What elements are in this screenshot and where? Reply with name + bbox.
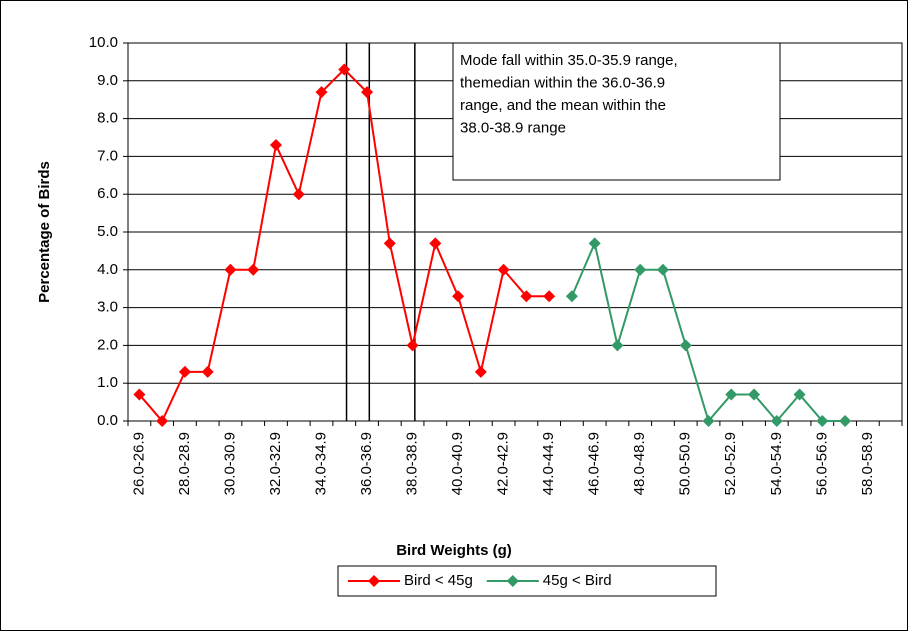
annotation-box: [452, 42, 781, 181]
x-tick-label: 46.0-46.9: [586, 432, 603, 495]
marker: [292, 188, 305, 201]
marker: [520, 290, 533, 303]
marker: [656, 263, 669, 276]
marker: [269, 139, 282, 152]
legend-label: Bird < 45g: [404, 572, 473, 589]
y-tick-label: 0.0: [97, 412, 118, 429]
x-tick-label: 38.0-38.9: [404, 432, 421, 495]
marker: [224, 263, 237, 276]
x-axis-title: Bird Weights (g): [396, 542, 512, 559]
marker: [543, 290, 556, 303]
marker: [816, 415, 829, 427]
marker: [361, 86, 374, 99]
x-tick-label: 52.0-52.9: [722, 432, 739, 495]
marker: [315, 86, 328, 99]
x-tick-label: 40.0-40.9: [449, 432, 466, 495]
y-tick-label: 4.0: [97, 261, 118, 278]
x-tick-label: 42.0-42.9: [495, 432, 512, 495]
marker: [725, 388, 738, 401]
marker: [474, 365, 487, 378]
marker: [429, 237, 442, 250]
annotation-text: themedian within the 36.0-36.9: [460, 74, 665, 91]
marker: [748, 388, 761, 401]
x-tick-label: 28.0-28.9: [176, 432, 193, 495]
marker: [201, 365, 214, 378]
x-tick-label: 32.0-32.9: [267, 432, 284, 495]
y-tick-label: 5.0: [97, 223, 118, 240]
marker: [565, 290, 578, 303]
x-tick-label: 50.0-50.9: [677, 432, 694, 495]
x-tick-label: 34.0-34.9: [312, 432, 329, 495]
marker: [634, 263, 647, 276]
y-tick-label: 3.0: [97, 299, 118, 316]
y-tick-label: 10.0: [89, 34, 118, 51]
marker: [588, 237, 601, 250]
y-tick-label: 6.0: [97, 185, 118, 202]
x-tick-label: 48.0-48.9: [631, 432, 648, 495]
y-tick-label: 8.0: [97, 110, 118, 127]
marker: [338, 63, 351, 76]
x-tick-label: 54.0-54.9: [768, 432, 785, 495]
marker: [178, 365, 191, 378]
marker: [770, 415, 783, 427]
annotation-text: range, and the mean within the: [460, 97, 666, 114]
x-tick-label: 26.0-26.9: [130, 432, 147, 495]
y-tick-label: 9.0: [97, 72, 118, 89]
x-tick-label: 44.0-44.9: [540, 432, 557, 495]
annotation-text: Mode fall within 35.0-35.9 range,: [460, 52, 678, 69]
x-tick-label: 36.0-36.9: [358, 432, 375, 495]
legend-label: 45g < Bird: [543, 572, 612, 589]
marker: [406, 339, 419, 352]
marker: [247, 263, 260, 276]
marker: [611, 339, 624, 352]
marker: [452, 290, 465, 303]
marker: [497, 263, 510, 276]
y-tick-label: 7.0: [97, 147, 118, 164]
x-tick-label: 56.0-56.9: [813, 432, 830, 495]
legend-marker: [506, 575, 519, 587]
marker: [156, 415, 169, 427]
marker: [702, 415, 715, 427]
y-axis-title: Percentage of Birds: [36, 161, 53, 303]
x-tick-label: 30.0-30.9: [221, 432, 238, 495]
marker: [839, 415, 852, 427]
x-tick-label: 58.0-58.9: [859, 432, 876, 495]
marker: [793, 388, 806, 401]
y-tick-label: 1.0: [97, 374, 118, 391]
marker: [679, 339, 692, 352]
legend-marker: [368, 575, 380, 587]
marker: [133, 388, 146, 401]
y-tick-label: 2.0: [97, 336, 118, 353]
annotation-text: 38.0-38.9 range: [460, 119, 566, 136]
marker: [383, 237, 396, 250]
